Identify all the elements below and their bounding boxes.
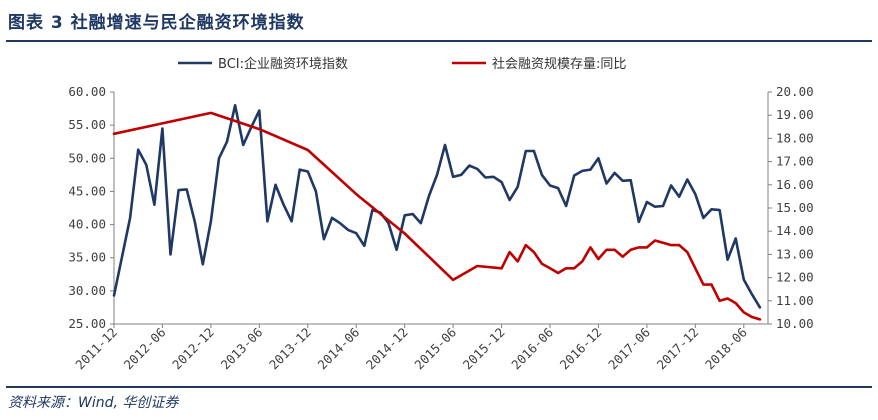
source-note: 资料来源：Wind, 华创证券: [8, 395, 179, 411]
x-tick-label: 2011-12: [72, 325, 120, 373]
y-right-tick-label: 17.00: [776, 154, 814, 169]
x-tick-label: 2012-06: [121, 325, 169, 373]
footer-divider: [6, 386, 872, 388]
x-tick-label: 2016-06: [508, 325, 556, 373]
x-tick-label: 2015-06: [411, 325, 459, 373]
y-left-tick-label: 30.00: [68, 283, 106, 298]
y-left-tick-label: 55.00: [68, 117, 106, 132]
y-left-tick-label: 50.00: [68, 150, 106, 165]
x-tick-label: 2018-06: [702, 325, 750, 373]
y-left-tick-label: 60.00: [68, 84, 106, 99]
x-tick-label: 2017-12: [654, 325, 702, 373]
chart-lines: [112, 104, 762, 321]
x-tick-label: 2017-06: [605, 325, 653, 373]
series-line-social-financing: [112, 111, 762, 321]
y-right-tick-label: 18.00: [776, 130, 814, 145]
x-tick-label: 2015-12: [460, 325, 508, 373]
x-tick-label: 2012-12: [169, 325, 217, 373]
y-right-tick-label: 10.00: [776, 316, 814, 331]
legend-label: 社会融资规模存量:同比: [492, 56, 626, 72]
y-right-tick-label: 20.00: [776, 84, 814, 99]
chart-axes: 25.00 30.00 35.00 40.00 45.00 50.00 55.00 60.00…: [68, 84, 813, 372]
y-right-tick-label: 11.00: [776, 293, 814, 308]
y-right-tick-label: 15.00: [776, 200, 814, 215]
y-right-tick-label: 14.00: [776, 223, 814, 238]
y-left-tick-label: 45.00: [68, 183, 106, 198]
x-tick-label: 2016-12: [557, 325, 605, 373]
y-left-tick-label: 25.00: [68, 316, 106, 331]
legend-label: BCI:企业融资环境指数: [218, 56, 348, 72]
x-tick-label: 2013-12: [266, 325, 314, 373]
y-right-tick-label: 13.00: [776, 246, 814, 261]
x-tick-label: 2013-06: [218, 325, 266, 373]
series-line-bci: [112, 104, 762, 309]
y-left-tick-label: 40.00: [68, 217, 106, 232]
x-tick-label: 2014-06: [314, 325, 362, 373]
x-tick-label: 2014-12: [363, 325, 411, 373]
title-divider: [6, 40, 872, 42]
y-right-tick-label: 19.00: [776, 107, 814, 122]
chart-legend: BCI:企业融资环境指数 社会融资规模存量:同比: [178, 56, 626, 72]
y-right-tick-label: 12.00: [776, 270, 814, 285]
figure-title: 图表 3 社融增速与民企融资环境指数: [8, 13, 305, 33]
y-left-tick-label: 35.00: [68, 250, 106, 265]
y-right-tick-label: 16.00: [776, 177, 814, 192]
